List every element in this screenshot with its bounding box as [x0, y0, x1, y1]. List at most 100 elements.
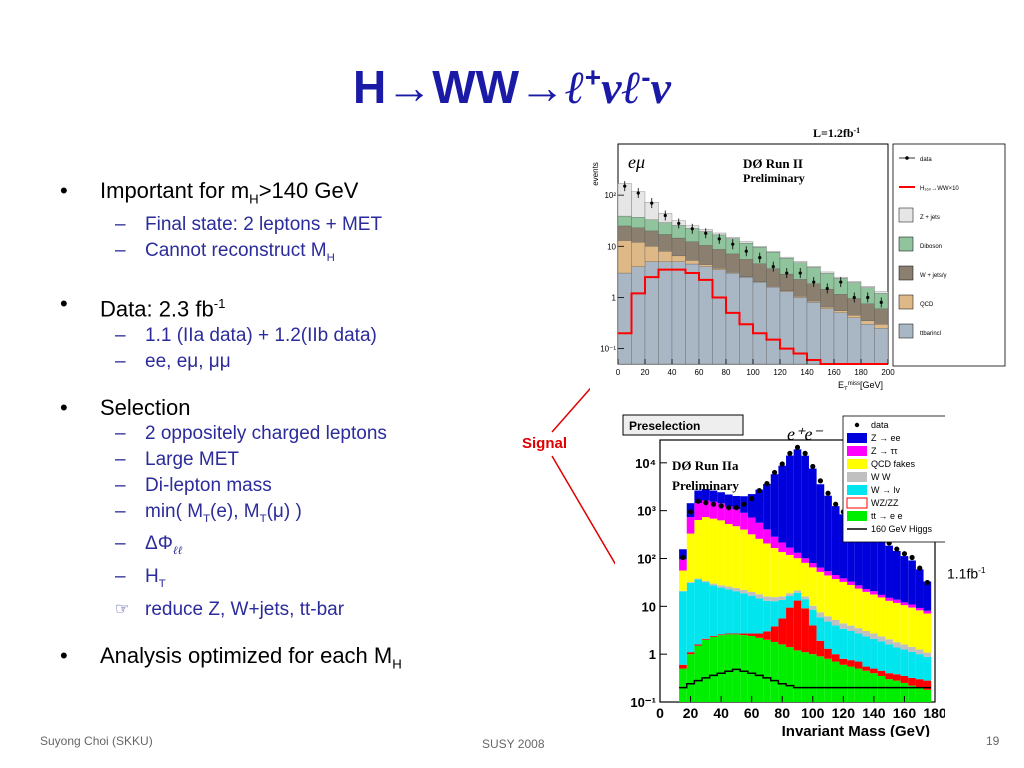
- wzzz-bin: [877, 670, 886, 676]
- data-point: [704, 231, 708, 235]
- legend-swatch: [847, 485, 867, 495]
- wjets-bin: [752, 263, 767, 282]
- qcd-fakes-bin: [854, 588, 863, 629]
- ee-chart-svg: 0 20 40 60 80 100 120 140 160 180 10⁻¹ 1 10 10² 10³ 10⁴…: [615, 412, 970, 740]
- legend-label: data: [920, 157, 932, 163]
- emu-chart-svg: 0 20 40 60 80 100 120 140 160 180 200 10² 10 1 10⁻¹ eve…: [590, 122, 1008, 393]
- ztautau-bin: [885, 597, 893, 601]
- bullet-importance: Important for mH>140 GeV: [60, 178, 530, 212]
- ttee-bin: [854, 668, 863, 702]
- qcd-fakes-bin: [686, 533, 695, 583]
- ztautau-bin: [778, 542, 787, 553]
- data-point: [866, 295, 870, 300]
- ww-bin: [915, 649, 924, 655]
- ztautau-bin: [923, 610, 932, 614]
- ww-bin: [740, 589, 748, 594]
- wlv-bin: [717, 587, 725, 635]
- wlv-bin: [793, 592, 802, 601]
- ztautau-bin: [892, 599, 901, 603]
- wlv-bin: [763, 600, 771, 632]
- ztautau-bin: [755, 522, 764, 539]
- wlv-bin: [908, 651, 916, 678]
- wzzz-bin: [702, 638, 710, 640]
- x-tick-label: 0: [656, 705, 664, 721]
- ztautau-bin: [747, 517, 756, 535]
- legend-label: Diboson: [920, 244, 942, 250]
- ztautau-bin: [763, 529, 771, 544]
- zee-bin: [679, 549, 687, 560]
- sub-bullet-text: (μ) ): [266, 500, 302, 522]
- wzzz-bin: [709, 635, 718, 637]
- data-point: [810, 463, 816, 470]
- zjets-bin: [820, 271, 835, 274]
- ttbar-bin: [833, 312, 848, 365]
- ttee-bin: [770, 641, 779, 702]
- y-tick-label: 1: [612, 293, 617, 302]
- ttbar-bin: [874, 328, 889, 365]
- qcd-bin: [833, 310, 848, 313]
- y-tick-label: 10²: [604, 191, 616, 200]
- ztautau-bin: [900, 602, 909, 606]
- zjets-bin: [847, 281, 862, 283]
- y-tick-label: 10²: [637, 551, 656, 566]
- lumi-label: L=1.2fb-1: [813, 126, 860, 141]
- data-point: [687, 509, 694, 515]
- qcd-fakes-bin: [679, 570, 687, 591]
- wlv-bin: [915, 654, 924, 680]
- wlv-bin: [831, 625, 840, 655]
- data-point: [636, 191, 640, 195]
- y-tick-label: 10⁻¹: [630, 695, 656, 710]
- legend-label: QCD: [920, 302, 934, 308]
- ztautau-bin: [717, 503, 725, 521]
- wlv-bin: [755, 598, 764, 634]
- sub-bullet-text: Final state: 2 leptons + MET: [145, 214, 383, 236]
- qcd-fakes-bin: [870, 594, 878, 634]
- ww-bin: [892, 642, 901, 648]
- qcd-fakes-bin: [885, 600, 893, 640]
- qcd-bin: [644, 246, 659, 262]
- dash: –: [115, 240, 126, 262]
- legend-label: QCD fakes: [871, 459, 916, 469]
- wzzz-bin: [885, 673, 893, 680]
- ztautau-bin: [847, 581, 855, 585]
- zjets-bin: [752, 246, 767, 248]
- x-tick-label: 40: [668, 368, 677, 377]
- wlv-bin: [808, 609, 817, 626]
- wlv-bin: [900, 649, 909, 676]
- ttee-bin: [923, 689, 932, 702]
- x-axis-label-sub: T: [844, 387, 848, 390]
- experiment-label: DØ Run IIa: [672, 458, 739, 473]
- ttbar-bin: [860, 324, 875, 365]
- dash: –: [115, 533, 126, 555]
- wzzz-bin: [900, 675, 909, 683]
- zjets-bin: [874, 291, 889, 294]
- ttee-bin: [694, 645, 703, 702]
- signal-line: [618, 268, 888, 365]
- ttbar-bin: [658, 261, 673, 365]
- wjets-bin: [860, 303, 875, 321]
- sub-bullet-sub: ℓℓ: [172, 545, 183, 558]
- data-point: [901, 551, 908, 557]
- ttee-bin: [808, 654, 817, 702]
- footer-author: Suyong Choi (SKKU): [40, 734, 153, 748]
- wzzz-bin: [740, 633, 748, 636]
- ttee-bin: [717, 635, 725, 702]
- data-point: [758, 256, 762, 260]
- wlv-bin: [686, 582, 695, 653]
- qcd-bin: [631, 242, 646, 267]
- data-point: [839, 280, 843, 284]
- legend-label: Z → ττ: [871, 446, 898, 456]
- wlv-bin: [740, 593, 748, 634]
- qcd-fakes-bin: [839, 581, 848, 624]
- wlv-bin: [724, 589, 733, 634]
- qcd-bin: [847, 315, 862, 318]
- ttbar-bin: [820, 308, 835, 365]
- zee-bin: [900, 556, 909, 603]
- zee-bin: [732, 496, 741, 510]
- x-tick-label: 180: [854, 368, 868, 377]
- wjets-bin: [725, 253, 740, 273]
- ww-bin: [793, 590, 802, 593]
- qcd-bin: [860, 320, 875, 325]
- wzzz-bin: [732, 633, 741, 635]
- ttee-bin: [747, 635, 756, 702]
